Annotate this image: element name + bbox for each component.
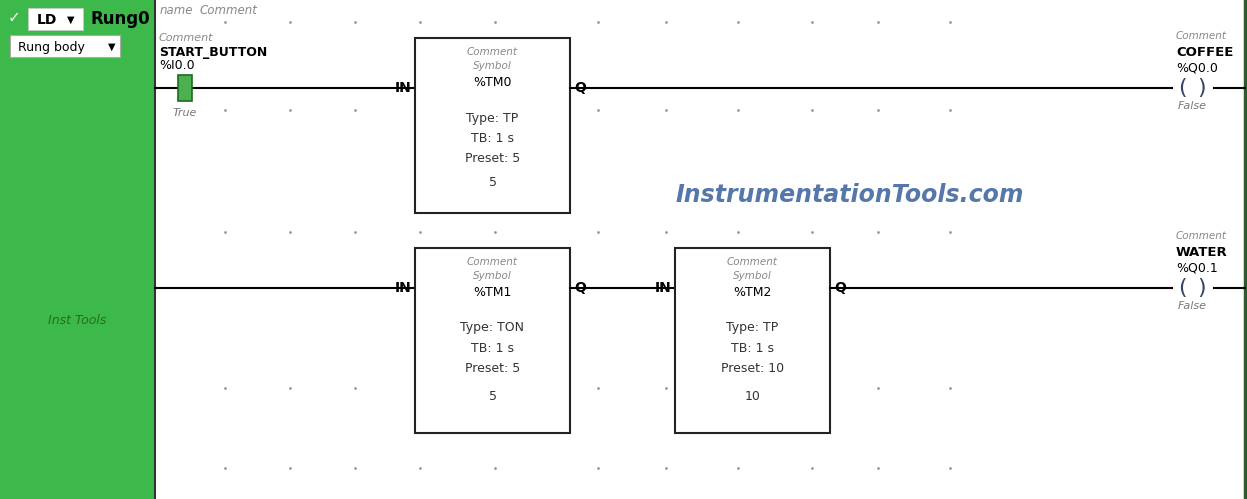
Text: TB: 1 s: TB: 1 s [471,132,514,145]
Text: Preset: 5: Preset: 5 [465,361,520,375]
Text: Comment: Comment [466,257,518,267]
Text: Rung body: Rung body [17,40,85,53]
Text: %TM2: %TM2 [733,285,772,298]
Bar [675,248,831,433]
Text: WATER: WATER [1176,246,1228,258]
Text: IN: IN [394,81,412,95]
Text: %Q0.0: %Q0.0 [1176,61,1218,74]
Text: Comment: Comment [1176,31,1227,41]
Text: True: True [173,108,197,118]
Text: TB: 1 s: TB: 1 s [731,341,774,354]
Text: ▼: ▼ [67,15,75,25]
Text: ✓: ✓ [7,10,21,25]
Text: Q: Q [834,281,845,295]
Text: START_BUTTON: START_BUTTON [160,45,267,58]
Text: Comment: Comment [200,3,258,16]
Text: ): ) [1197,78,1206,98]
Text: COFFEE: COFFEE [1176,45,1233,58]
Text: (: ( [1177,278,1186,298]
Text: %Q0.1: %Q0.1 [1176,261,1218,274]
Bar [415,248,570,433]
Bar [27,8,84,30]
Bar [0,0,155,499]
Text: False: False [1177,301,1207,311]
Text: %TM1: %TM1 [474,285,511,298]
Text: Inst Tools: Inst Tools [47,313,106,326]
Text: Rung0: Rung0 [90,10,150,28]
Text: TB: 1 s: TB: 1 s [471,341,514,354]
Text: Preset: 5: Preset: 5 [465,152,520,165]
Text: %TM0: %TM0 [474,75,511,88]
Text: 10: 10 [744,390,761,403]
Text: Symbol: Symbol [473,61,511,71]
Text: Type: TP: Type: TP [726,321,778,334]
Bar [415,38,570,213]
Text: Type: TON: Type: TON [460,321,525,334]
Text: (: ( [1177,78,1186,98]
Text: ▼: ▼ [108,42,116,52]
Bar [178,75,192,101]
Text: ): ) [1197,278,1206,298]
Text: Preset: 10: Preset: 10 [721,361,784,375]
Text: 5: 5 [489,390,496,403]
Text: Comment: Comment [1176,231,1227,241]
Text: Q: Q [574,81,586,95]
Text: %I0.0: %I0.0 [160,58,195,71]
Text: LD: LD [37,13,57,27]
Text: False: False [1177,101,1207,111]
Text: 5: 5 [489,177,496,190]
Text: Symbol: Symbol [473,271,511,281]
Text: IN: IN [655,281,671,295]
Text: name: name [160,3,193,16]
Text: Symbol: Symbol [733,271,772,281]
Text: InstrumentationTools.com: InstrumentationTools.com [676,183,1024,207]
Text: IN: IN [394,281,412,295]
Text: Comment: Comment [160,33,213,43]
Text: Comment: Comment [727,257,778,267]
Bar [10,35,120,57]
Text: Type: TP: Type: TP [466,111,519,124]
Text: Comment: Comment [466,47,518,57]
Text: Q: Q [574,281,586,295]
